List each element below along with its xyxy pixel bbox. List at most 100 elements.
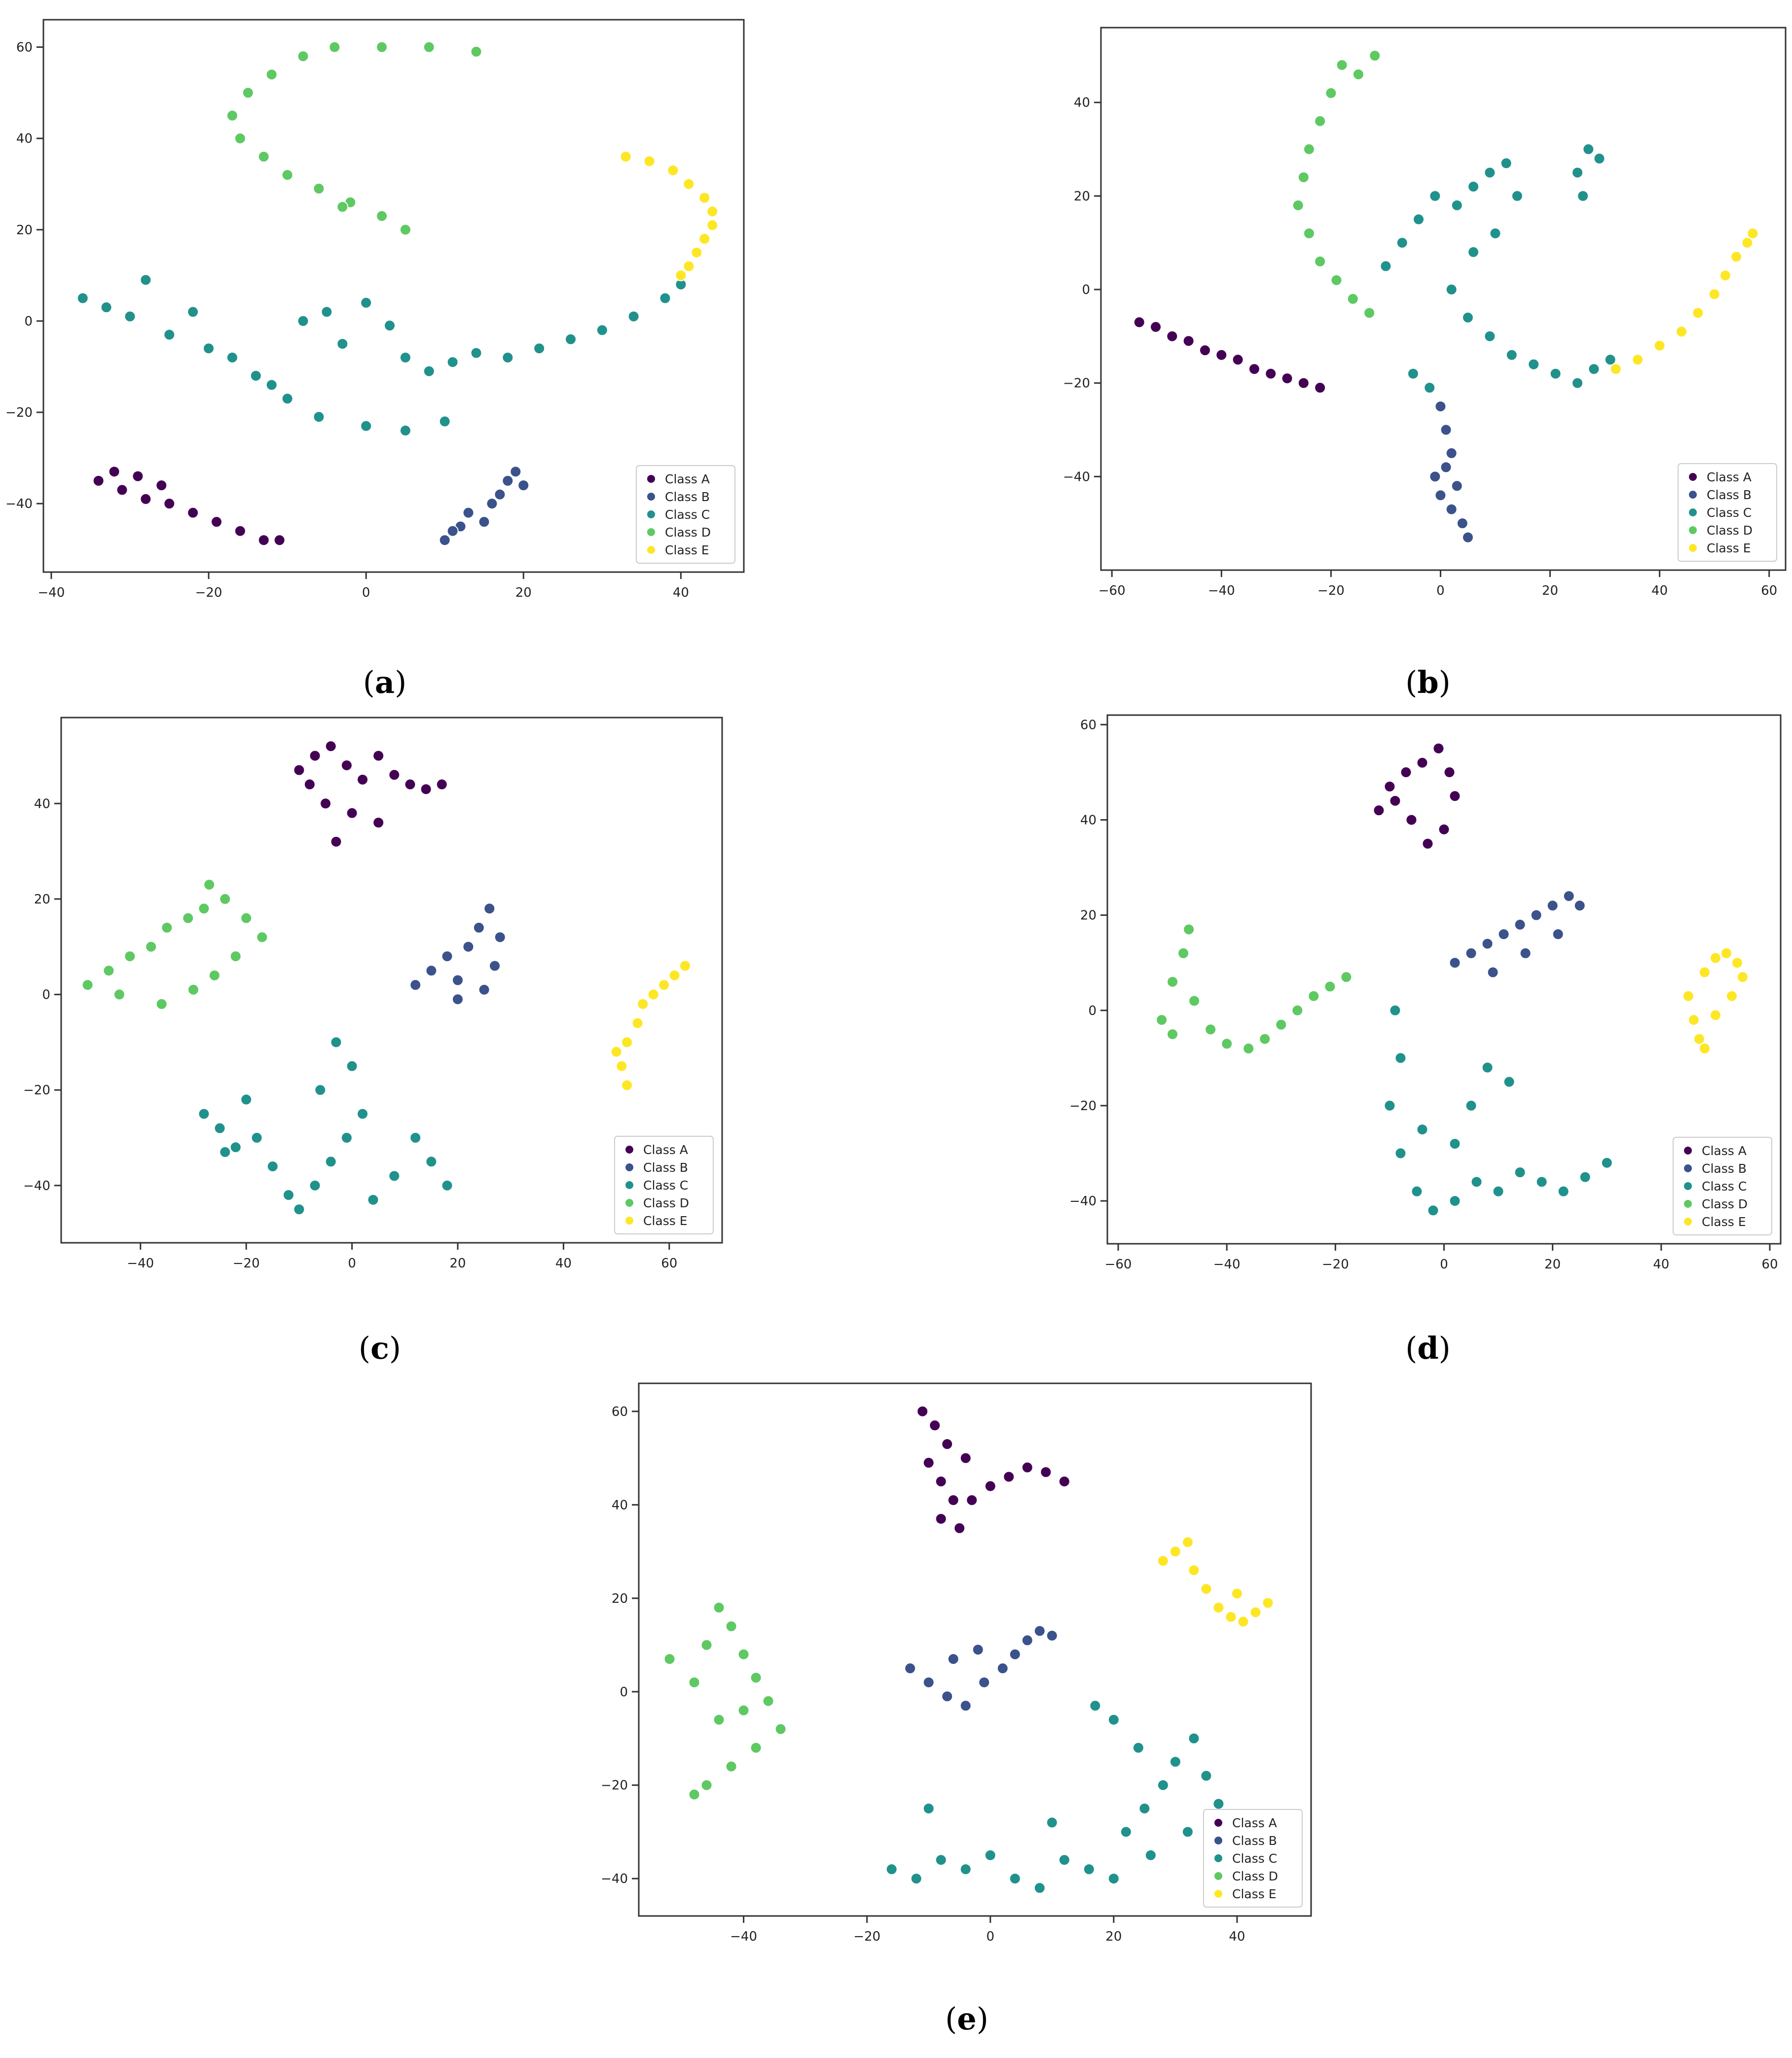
point-class-d [1297, 171, 1310, 183]
legend-entry: Class D [1702, 1197, 1748, 1211]
point-class-c [1588, 363, 1600, 375]
legend-marker [646, 527, 656, 537]
point-class-e [691, 247, 703, 259]
point-class-c [1511, 190, 1523, 202]
point-class-a [357, 773, 369, 786]
point-class-a [1215, 349, 1228, 361]
point-class-a [187, 506, 199, 519]
point-class-e [1157, 1555, 1169, 1567]
point-class-c [240, 1093, 253, 1106]
point-class-c [922, 1803, 935, 1815]
legend-marker [624, 1162, 634, 1172]
point-class-b [494, 488, 506, 501]
point-class-d [1292, 199, 1304, 212]
point-class-d [1369, 49, 1381, 62]
legend-entry: Class A [643, 1143, 688, 1157]
x-tick-label: 40 [1651, 583, 1668, 598]
point-class-e [1736, 971, 1749, 983]
point-class-a [1182, 335, 1195, 347]
point-class-d [1167, 975, 1179, 988]
point-class-a [1248, 363, 1260, 375]
point-class-d [219, 893, 231, 905]
point-class-c [1033, 1882, 1046, 1894]
panel-caption: (a) [363, 664, 407, 700]
point-class-c [1577, 190, 1589, 202]
legend-entry: Class A [1702, 1144, 1747, 1158]
panel-caption: (d) [1405, 1330, 1451, 1366]
point-class-e [1169, 1546, 1181, 1558]
point-class-e [1725, 990, 1738, 1002]
points [1156, 742, 1749, 1217]
legend-entry: Class E [1232, 1887, 1277, 1901]
legend-marker [1683, 1199, 1693, 1209]
y-tick-label: 20 [16, 223, 33, 238]
y-tick-label: −40 [1069, 1194, 1097, 1209]
point-class-c [596, 324, 608, 336]
legend-entry: Class B [1707, 488, 1752, 502]
point-class-e [1632, 354, 1644, 366]
point-class-e [1741, 237, 1754, 249]
point-class-e [1692, 307, 1704, 319]
point-class-c [1572, 377, 1584, 389]
point-class-e [683, 178, 695, 190]
legend-entry: Class C [643, 1178, 688, 1192]
point-class-d [1156, 1014, 1168, 1026]
point-class-a [140, 493, 152, 505]
point-class-c [1462, 311, 1474, 324]
point-class-a [1384, 780, 1396, 793]
point-class-e [1212, 1601, 1225, 1614]
x-tick-label: −60 [1105, 1257, 1132, 1272]
point-class-a [947, 1494, 959, 1506]
point-class-c [1058, 1854, 1070, 1866]
x-tick-label: 40 [555, 1256, 572, 1271]
point-class-e [1231, 1588, 1243, 1600]
point-class-e [1720, 947, 1732, 959]
point-class-c [1500, 157, 1512, 169]
x-tick-label: 20 [1542, 583, 1558, 598]
point-class-e [621, 1036, 633, 1048]
point-class-d [145, 940, 157, 953]
point-class-a [257, 534, 270, 546]
point-class-b [486, 498, 498, 510]
point-class-b [1487, 966, 1499, 978]
panel-caption: (e) [945, 2001, 988, 2037]
legend-marker [624, 1180, 634, 1190]
x-tick-label: 40 [1653, 1257, 1669, 1272]
y-tick-label: 40 [1074, 96, 1090, 110]
point-class-b [1009, 1648, 1021, 1661]
point-class-c [219, 1146, 231, 1158]
point-class-c [340, 1132, 353, 1144]
point-class-b [904, 1662, 916, 1674]
point-class-e [1262, 1597, 1274, 1609]
point-class-b [1429, 470, 1441, 483]
point-class-c [470, 347, 482, 359]
point-class-c [1582, 143, 1595, 155]
point-class-d [1177, 947, 1190, 959]
point-class-a [108, 466, 120, 478]
legend-marker [1683, 1217, 1693, 1227]
point-class-c [1601, 1156, 1613, 1169]
point-class-a [436, 778, 448, 791]
point-class-c [1157, 1779, 1169, 1791]
point-class-b [1445, 447, 1458, 459]
point-class-d [1340, 971, 1353, 983]
point-class-b [1546, 900, 1559, 912]
point-class-a [966, 1494, 978, 1506]
point-class-d [1308, 990, 1320, 1002]
point-class-a [1133, 316, 1145, 328]
point-class-c [910, 1873, 922, 1885]
point-class-a [1166, 330, 1178, 342]
x-tick-label: 20 [1544, 1257, 1561, 1272]
point-class-a [372, 817, 385, 829]
y-tick-label: 40 [16, 132, 33, 146]
point-class-c [187, 306, 199, 318]
point-class-c [346, 1060, 358, 1072]
point-class-a [420, 783, 432, 795]
y-tick-label: 20 [1074, 189, 1090, 204]
point-class-c [1470, 1176, 1483, 1188]
x-tick-label: 0 [362, 585, 370, 600]
x-tick-label: 40 [673, 585, 689, 600]
point-class-a [320, 797, 331, 810]
